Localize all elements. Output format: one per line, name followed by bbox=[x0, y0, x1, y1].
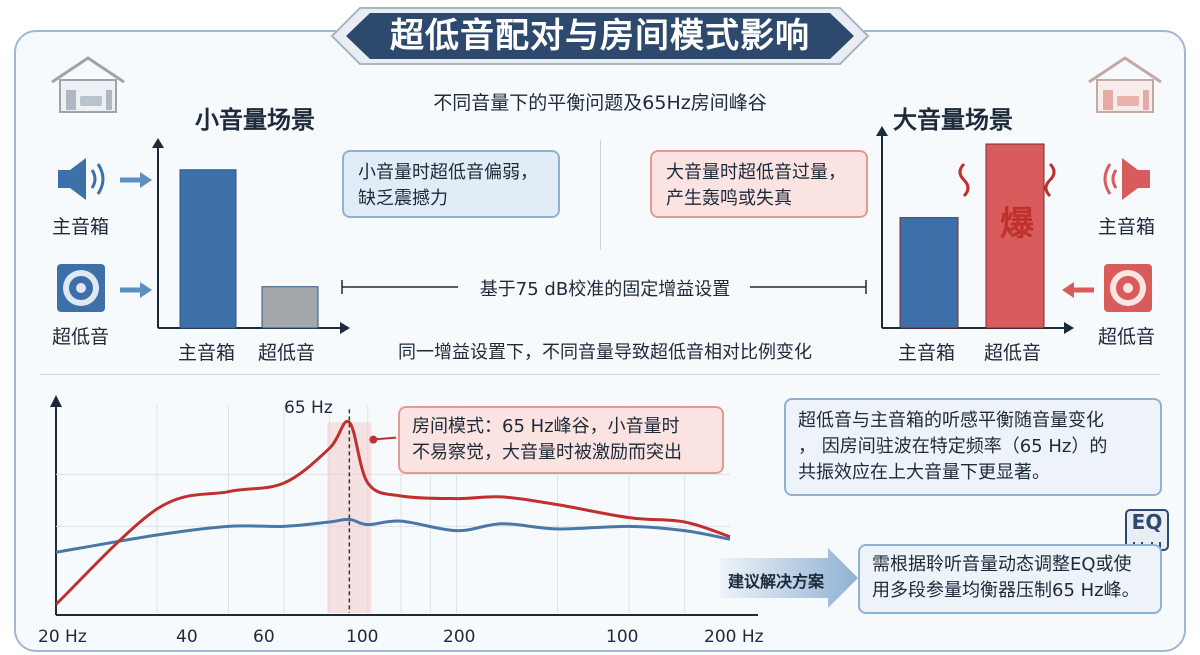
peak-callout-dot bbox=[369, 435, 378, 444]
solution-arrow-label: 建议解决方案 bbox=[728, 572, 825, 591]
bar-sub bbox=[985, 143, 1045, 329]
same-gain-label: 同一增益设置下，不同音量导致超低音相对比例变化 bbox=[398, 342, 812, 363]
house-icon-left bbox=[51, 56, 125, 113]
left-bar-label-sub: 超低音 bbox=[258, 342, 316, 364]
left-scene-note: 小音量时超低音偏弱， 缺乏震撼力 bbox=[342, 150, 560, 218]
left-bar-chart bbox=[152, 138, 350, 334]
vibration-wave-icon bbox=[958, 162, 970, 198]
page-title: 超低音配对与房间模式影响 bbox=[390, 16, 810, 56]
bar-main bbox=[899, 217, 959, 329]
solution-line1: 需根据聆听音量动态调整EQ或使 bbox=[872, 554, 1132, 575]
x-tick-label: 200 bbox=[443, 627, 476, 647]
explain-line2: ， 因房间驻波在特定频率（65 Hz）的 bbox=[798, 436, 1108, 457]
bar-sub bbox=[261, 286, 319, 329]
explain-line1: 超低音与主音箱的听感平衡随音量变化 bbox=[798, 410, 1104, 431]
left-sub-label: 超低音 bbox=[52, 326, 110, 348]
left-scene-title: 小音量场景 bbox=[195, 106, 315, 134]
bar-main bbox=[179, 169, 237, 329]
solution-line2: 用多段参量均衡器压制65 Hz峰。 bbox=[872, 580, 1140, 601]
right-speaker-label: 主音箱 bbox=[1098, 216, 1156, 238]
right-scene-title: 大音量场景 bbox=[893, 106, 1013, 134]
boom-text: 爆 bbox=[1000, 204, 1034, 244]
title-banner: 超低音配对与房间模式影响 bbox=[330, 4, 870, 68]
right-note-line2: 产生轰鸣或失真 bbox=[666, 188, 792, 209]
right-sub-label: 超低音 bbox=[1098, 326, 1156, 348]
frequency-response-chart bbox=[50, 395, 758, 616]
arrow-right-icon bbox=[120, 172, 152, 188]
subwoofer-icon-left bbox=[57, 264, 105, 312]
x-tick-label: 100 bbox=[346, 627, 379, 647]
room-mode-line2: 不易察觉，大音量时被激励而突出 bbox=[412, 442, 682, 463]
peak-label: 65 Hz bbox=[284, 398, 333, 418]
high-volume-curve bbox=[54, 419, 731, 606]
low-volume-curve bbox=[55, 517, 731, 554]
right-scene-note: 大音量时超低音过量， 产生轰鸣或失真 bbox=[650, 150, 868, 218]
solution-arrow bbox=[720, 548, 858, 608]
x-tick-label: 60 bbox=[253, 627, 275, 647]
arrow-right-icon bbox=[120, 282, 152, 298]
left-note-line1: 小音量时超低音偏弱， bbox=[358, 162, 538, 183]
vibration-wave-icon bbox=[1044, 162, 1056, 198]
right-bar-label-sub: 超低音 bbox=[984, 342, 1042, 364]
gain-setting-label: 基于75 dB校准的固定增益设置 bbox=[479, 279, 731, 300]
eq-icon-text: EQ bbox=[1131, 510, 1163, 534]
x-tick-label: 20 Hz bbox=[38, 627, 87, 647]
speaker-icon-left bbox=[58, 158, 105, 200]
x-tick-label: 40 bbox=[176, 627, 198, 647]
right-note-line1: 大音量时超低音过量， bbox=[666, 162, 846, 183]
explain-line3: 共振效应在上大音量下更显著。 bbox=[798, 462, 1050, 483]
right-bar-label-main: 主音箱 bbox=[898, 342, 956, 364]
subwoofer-icon-right bbox=[1104, 264, 1152, 312]
arrow-left-icon bbox=[1062, 282, 1094, 298]
right-bar-chart bbox=[876, 126, 1074, 334]
house-icon-right bbox=[1088, 56, 1162, 113]
center-divider bbox=[600, 140, 601, 250]
x-tick-label: 200 Hz bbox=[704, 627, 764, 647]
room-mode-line1: 房间模式：65 Hz峰谷，小音量时 bbox=[412, 416, 680, 437]
speaker-icon-right bbox=[1103, 158, 1150, 200]
x-tick-label: 100 bbox=[606, 627, 639, 647]
section-divider bbox=[40, 374, 1160, 375]
explanation-note: 超低音与主音箱的听感平衡随音量变化 ， 因房间驻波在特定频率（65 Hz）的 共… bbox=[784, 398, 1162, 496]
left-note-line2: 缺乏震撼力 bbox=[358, 188, 448, 209]
page-subtitle: 不同音量下的平衡问题及65Hz房间峰谷 bbox=[433, 92, 767, 114]
solution-box: 需根据聆听音量动态调整EQ或使 用多段参量均衡器压制65 Hz峰。 bbox=[858, 544, 1162, 614]
left-speaker-label: 主音箱 bbox=[52, 216, 110, 238]
gain-setting-line bbox=[341, 280, 867, 294]
left-bar-label-main: 主音箱 bbox=[178, 342, 236, 364]
room-mode-note: 房间模式：65 Hz峰谷，小音量时 不易察觉，大音量时被激励而突出 bbox=[398, 406, 724, 474]
